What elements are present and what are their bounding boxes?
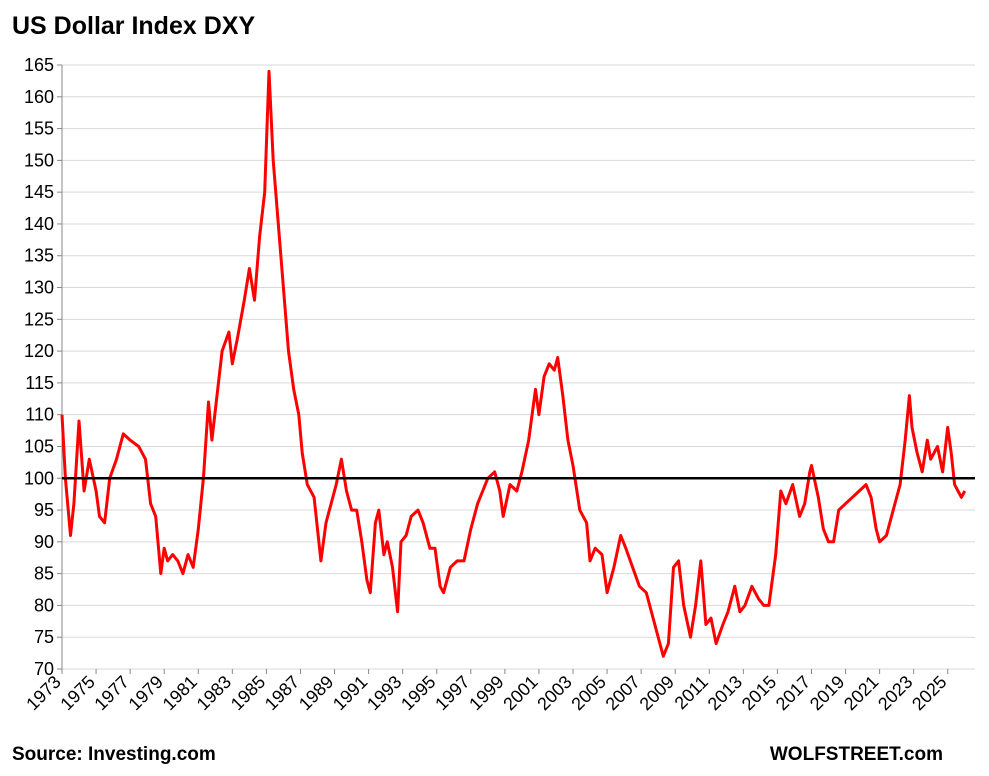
x-tick-label: 2021: [840, 672, 882, 714]
source: Source: Investing.com: [12, 744, 216, 765]
x-tick-label: 2003: [533, 672, 575, 714]
y-tick-label: 150: [24, 150, 54, 170]
x-tick-label: 2017: [772, 672, 814, 714]
x-tick-label: 2007: [602, 672, 644, 714]
x-tick-label: 1987: [261, 672, 303, 714]
x-tick-label: 1985: [227, 672, 269, 714]
x-tick-label: 2025: [908, 672, 950, 714]
x-tick-label: 2011: [671, 672, 713, 714]
x-tick-label: 2001: [499, 672, 541, 714]
x-tick-label: 2009: [636, 672, 678, 714]
x-tick-label: 1989: [295, 672, 337, 714]
y-tick-label: 75: [34, 627, 54, 647]
x-tick-label: 1977: [91, 672, 133, 714]
y-tick-label: 155: [24, 119, 54, 139]
x-tick-label: 2023: [874, 672, 916, 714]
x-tick-label: 1993: [363, 672, 405, 714]
x-tick-label: 1973: [22, 672, 64, 714]
y-tick-label: 115: [25, 373, 54, 393]
y-tick-label: 70: [34, 659, 54, 679]
x-tick-label: 1999: [465, 672, 507, 714]
x-tick-label: 2005: [567, 672, 609, 714]
x-tick-label: 1981: [159, 672, 201, 714]
x-tick-label: 1983: [193, 672, 235, 714]
y-tick-label: 105: [24, 436, 54, 456]
x-tick-label: 2015: [738, 672, 780, 714]
y-tick-label: 90: [34, 532, 54, 552]
x-tick-label: 2013: [704, 672, 746, 714]
x-tick-label: 2019: [806, 672, 848, 714]
y-tick-label: 145: [24, 182, 54, 202]
y-tick-label: 80: [34, 595, 54, 615]
chart-title: US Dollar Index DXY: [12, 12, 255, 40]
y-tick-label: 160: [24, 87, 54, 107]
x-tick-label: 1997: [431, 672, 473, 714]
x-tick-label: 1995: [397, 672, 439, 714]
y-tick-label: 135: [24, 246, 54, 266]
credit: WOLFSTREET.com: [770, 744, 943, 765]
y-tick-label: 100: [24, 468, 54, 488]
y-tick-label: 120: [24, 341, 54, 361]
x-tick-label: 1979: [125, 672, 167, 714]
y-tick-label: 165: [24, 55, 54, 75]
data-line: [60, 69, 967, 658]
y-tick-label: 95: [34, 500, 54, 520]
x-tick-label: 1975: [56, 672, 98, 714]
y-tick-label: 110: [25, 405, 54, 425]
x-tick-label: 1991: [329, 672, 371, 714]
y-tick-label: 125: [24, 309, 54, 329]
y-tick-label: 130: [24, 278, 54, 298]
y-tick-label: 85: [34, 564, 54, 584]
y-tick-label: 140: [24, 214, 54, 234]
